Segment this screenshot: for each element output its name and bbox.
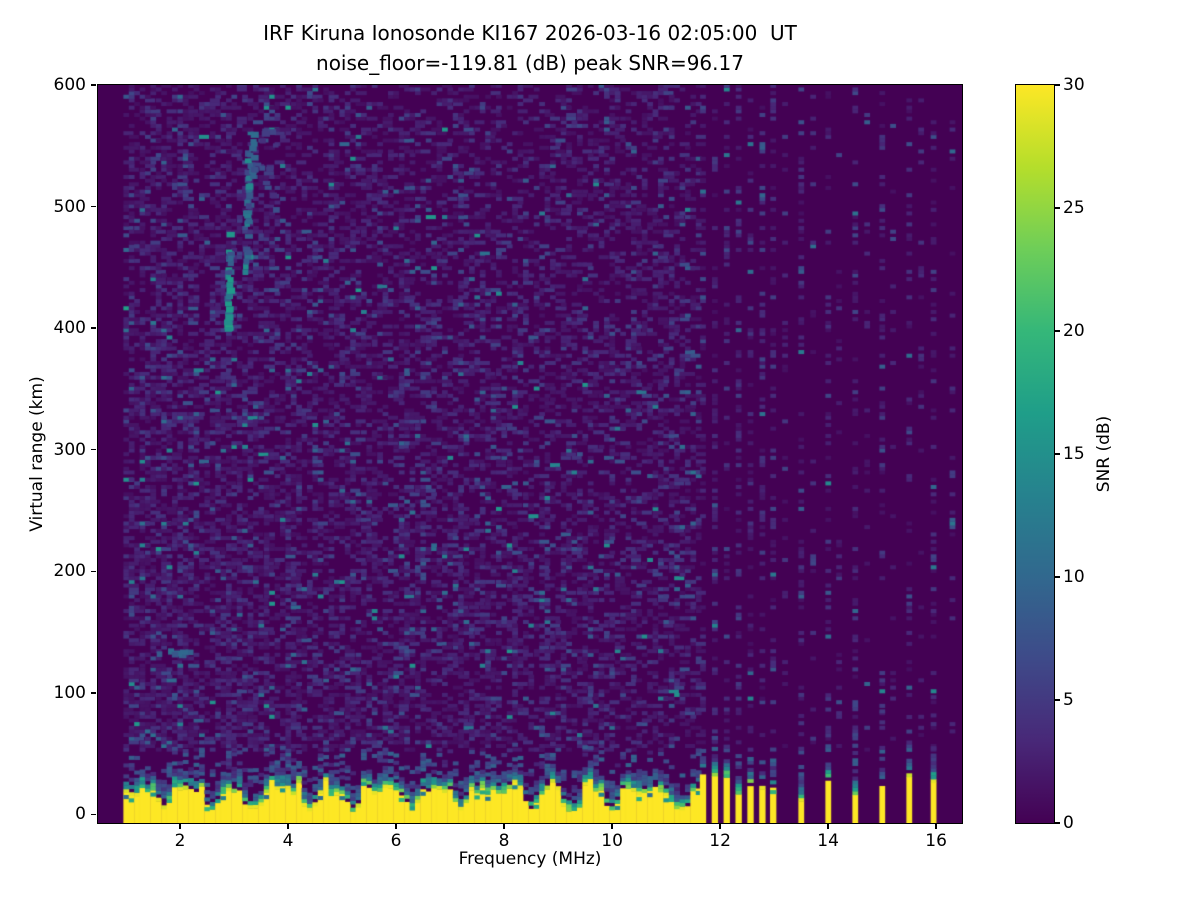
y-tick-mark — [91, 448, 96, 451]
colorbar-tick-mark — [1055, 84, 1060, 86]
x-tick-mark — [503, 824, 505, 829]
x-tick-label: 14 — [817, 831, 839, 851]
plot-area — [97, 84, 963, 824]
colorbar-tick-mark — [1055, 822, 1060, 824]
x-tick-mark — [935, 824, 937, 829]
x-tick-label: 8 — [498, 831, 510, 851]
x-tick-mark — [827, 824, 829, 829]
colorbar-tick-label: 10 — [1063, 567, 1085, 587]
x-tick-mark — [395, 824, 397, 829]
x-tick-label: 10 — [601, 831, 623, 851]
x-tick-label: 16 — [925, 831, 947, 851]
x-tick-label: 12 — [709, 831, 731, 851]
x-tick-label: 6 — [390, 831, 402, 851]
chart-title-block: IRF Kiruna Ionosonde KI167 2026-03-16 02… — [98, 18, 962, 78]
y-tick-label: 100 — [53, 682, 86, 703]
colorbar-tick-label: 25 — [1063, 198, 1085, 218]
colorbar-tick-label: 0 — [1063, 813, 1074, 833]
colorbar-tick-mark — [1055, 330, 1060, 332]
x-tick-mark — [719, 824, 721, 829]
y-tick-mark — [91, 692, 96, 694]
chart-subtitle: noise_floor=-119.81 (dB) peak SNR=96.17 — [316, 51, 744, 75]
x-tick-mark — [611, 824, 613, 829]
y-tick-label: 200 — [53, 561, 86, 582]
y-tick-label: 0 — [75, 804, 86, 825]
y-tick-label: 400 — [53, 318, 86, 339]
y-tick-mark — [91, 84, 96, 86]
y-tick-mark — [91, 205, 96, 208]
y-tick-mark — [91, 813, 96, 816]
x-tick-mark — [179, 824, 181, 829]
y-tick-mark — [91, 570, 96, 573]
x-axis-label: Frequency (MHz) — [458, 849, 602, 869]
colorbar-tick-mark — [1055, 207, 1060, 209]
x-tick-label: 4 — [282, 831, 294, 851]
colorbar-tick-label: 30 — [1063, 75, 1085, 95]
x-tick-label: 2 — [174, 831, 186, 851]
colorbar-tick-mark — [1055, 699, 1060, 701]
colorbar-tick-mark — [1055, 576, 1060, 578]
y-tick-label: 600 — [53, 75, 86, 95]
y-tick-mark — [91, 327, 96, 329]
chart-title: IRF Kiruna Ionosonde KI167 2026-03-16 02… — [263, 21, 797, 45]
y-tick-label: 300 — [53, 439, 86, 460]
colorbar-tick-label: 20 — [1063, 321, 1085, 341]
colorbar-gradient — [1016, 85, 1054, 823]
colorbar-tick-label: 5 — [1063, 690, 1074, 710]
colorbar-tick-mark — [1055, 453, 1060, 455]
heatmap-canvas — [98, 85, 962, 823]
colorbar — [1015, 84, 1055, 824]
x-tick-mark — [287, 824, 289, 829]
colorbar-tick-label: 15 — [1063, 444, 1085, 464]
y-tick-label: 500 — [53, 196, 86, 217]
